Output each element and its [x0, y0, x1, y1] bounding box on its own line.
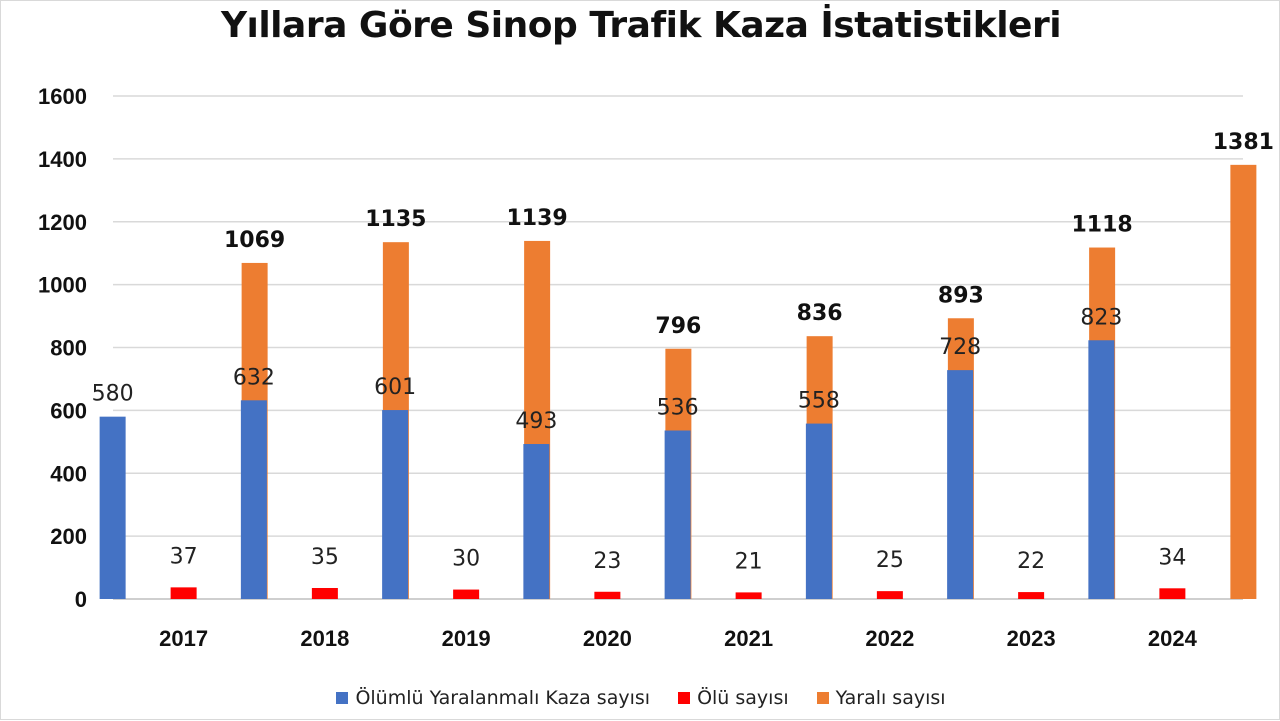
data-label: 493 [515, 409, 557, 434]
legend-item: Yaralı sayısı [816, 687, 946, 709]
y-tick-label: 1000 [38, 273, 87, 298]
chart-title: Yıllara Göre Sinop Trafik Kaza İstatisti… [220, 5, 1062, 46]
bar [594, 591, 621, 599]
x-tick-label: 2023 [1007, 626, 1056, 651]
x-tick-label: 2018 [300, 626, 349, 651]
bar [1088, 340, 1115, 599]
bar [170, 587, 197, 599]
x-tick-label: 2024 [1148, 626, 1198, 651]
data-label: 30 [452, 547, 480, 572]
x-tick-label: 2021 [724, 626, 773, 651]
data-label: 25 [876, 548, 904, 573]
data-label: 1381 [1213, 130, 1274, 155]
legend-swatch [816, 692, 829, 704]
data-label: 558 [798, 389, 840, 414]
data-label: 536 [657, 395, 699, 420]
legend-item: Ölü sayısı [678, 687, 789, 709]
bar [1159, 588, 1186, 599]
chart-legend: Ölümlü Yaralanmalı Kaza sayısı Ölü sayısı… [1, 687, 1280, 709]
x-tick-label: 2019 [442, 626, 491, 651]
x-tick-label: 2017 [159, 626, 208, 651]
bar [947, 370, 974, 599]
data-label: 1139 [507, 206, 568, 231]
bar [240, 400, 267, 599]
legend-swatch [678, 692, 691, 704]
data-label: 21 [735, 549, 763, 574]
data-label: 836 [797, 301, 843, 326]
bar [99, 416, 126, 599]
legend-label: Ölü sayısı [697, 687, 789, 709]
y-tick-label: 1400 [38, 147, 87, 172]
legend-label: Ölümlü Yaralanmalı Kaza sayısı [355, 687, 651, 709]
bar [382, 410, 409, 599]
bar [1230, 164, 1257, 599]
data-label: 580 [92, 382, 134, 407]
data-label: 601 [374, 375, 416, 400]
y-tick-label: 400 [50, 461, 87, 486]
y-tick-label: 1600 [38, 84, 87, 109]
legend-label: Yaralı sayısı [835, 687, 946, 709]
legend-swatch [336, 692, 349, 704]
y-tick-label: 1200 [38, 210, 87, 235]
data-label: 728 [939, 335, 981, 360]
bar [664, 430, 691, 599]
data-label: 1069 [224, 228, 285, 253]
x-tick-label: 2022 [865, 626, 914, 651]
data-label: 796 [655, 314, 701, 339]
y-tick-label: 600 [50, 398, 87, 423]
bar [453, 589, 480, 599]
data-label: 632 [233, 365, 275, 390]
data-label: 893 [938, 283, 984, 308]
data-label: 35 [311, 545, 339, 570]
data-label: 823 [1080, 305, 1122, 330]
y-tick-label: 200 [50, 524, 87, 549]
bar [311, 587, 338, 599]
bar [1018, 592, 1045, 599]
data-label: 22 [1017, 549, 1045, 574]
bar [876, 591, 903, 599]
data-label: 1135 [365, 207, 426, 232]
data-label: 1118 [1072, 213, 1133, 238]
data-label: 23 [593, 549, 621, 574]
legend-item: Ölümlü Yaralanmalı Kaza sayısı [336, 687, 650, 709]
data-label: 37 [170, 544, 198, 569]
y-tick-label: 800 [50, 336, 87, 361]
bar [805, 423, 832, 599]
y-tick-label: 0 [75, 587, 87, 612]
bar [523, 444, 550, 599]
bar [735, 592, 762, 599]
x-tick-label: 2020 [583, 626, 632, 651]
data-label: 34 [1158, 545, 1186, 570]
